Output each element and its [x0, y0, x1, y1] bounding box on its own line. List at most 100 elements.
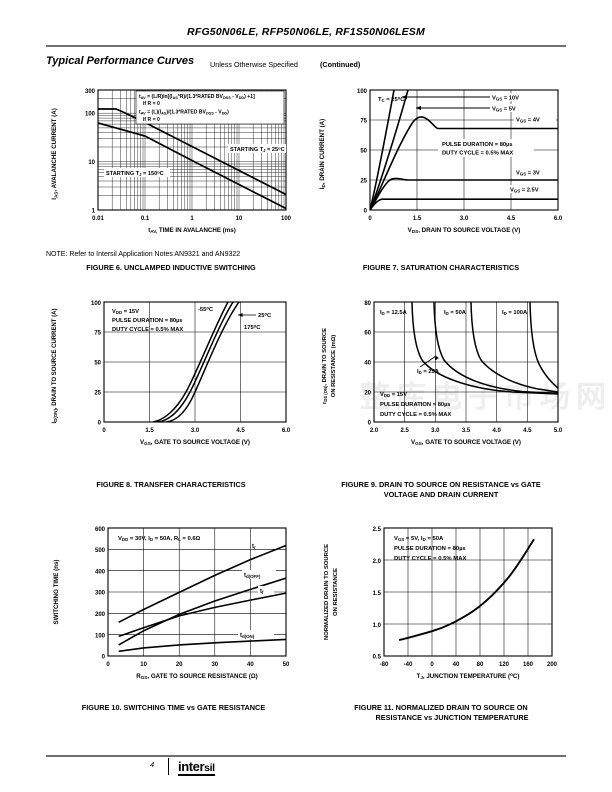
svg-text:4.5: 4.5 [523, 428, 532, 434]
svg-text:2.0: 2.0 [373, 559, 382, 565]
fig8-x-axis-label: VGS, GATE TO SOURCE VOLTAGE (V) [140, 439, 250, 446]
fig8-label-175c: 175oC [244, 323, 261, 331]
fig6-x-axis-label: tAV, TIME IN AVALANCHE (ms) [148, 227, 236, 234]
svg-text:400: 400 [95, 569, 106, 575]
fig8-annotation-vdd: VDD = 15V [112, 309, 139, 315]
figure-10-chart: SWITCHING TIME (ns) VDD = 30V, ID = 50A,… [46, 520, 301, 685]
fig9-curves [411, 302, 558, 395]
fig7-y-axis-label: ID, DRAIN CURRENT (A) [319, 119, 326, 189]
fig10-y-axis-label: SWITCHING TIME (ns) [53, 560, 60, 625]
svg-text:75: 75 [360, 119, 367, 125]
fig6-y-ticks: 300 100 10 1 [85, 89, 96, 215]
svg-text:100: 100 [95, 633, 106, 639]
svg-text:300: 300 [85, 89, 96, 95]
svg-text:40: 40 [453, 662, 460, 668]
section-title: Typical Performance Curves [46, 55, 195, 67]
fig7-label-vgs-4v: VGS = 4V [516, 118, 540, 124]
fig8-annotation-duty: DUTY CYCLE = 0.5% MAX [112, 327, 183, 333]
svg-text:50: 50 [283, 662, 290, 668]
svg-text:50: 50 [94, 361, 101, 367]
page-header-title: RFG50N06LE, RFP50N06LE, RF1S50N06LESM [187, 26, 425, 38]
figure-6-note: NOTE: Refer to Intersil Application Note… [46, 251, 241, 258]
fig9-y-axis-label-line1: rDS (ON), DRAIN TO SOURCE [322, 328, 328, 404]
figure-11-caption-line2: RESISTANCE vs JUNCTION TEMPERATURE [375, 713, 529, 722]
fig9-label-id-100a: ID = 100A [502, 310, 528, 316]
fig8-label-25c: 25oC [258, 311, 272, 319]
fig8-callout-arrow [238, 313, 256, 317]
svg-text:0: 0 [368, 421, 372, 427]
fig6-equation-box: tAV = (L/R)ln[(IAS*R)/(1.3*RATED BVDSS -… [135, 90, 285, 125]
figure-8-caption: FIGURE 8. TRANSFER CHARACTERISTICS [96, 480, 246, 489]
svg-text:6.0: 6.0 [554, 216, 563, 222]
figure-8-chart: ID(ON), DRAIN TO SOURCE CURRENT (A) VDD … [46, 296, 296, 451]
fig6-x-ticks: 0.01 0.1 1 10 100 [92, 216, 292, 222]
svg-text:4.5: 4.5 [507, 216, 516, 222]
fig7-annotation-tc: TC = 25oC [378, 95, 405, 103]
svg-text:0.01: 0.01 [92, 216, 104, 222]
fig9-y-axis-label-line2: ON RESISTANCE (mΩ) [331, 335, 337, 397]
page-number: 4 [150, 760, 155, 769]
svg-text:6.0: 6.0 [282, 428, 291, 434]
fig11-y-ticks: 2.5 2.0 1.5 1.0 0.5 [373, 527, 382, 661]
svg-text:100: 100 [357, 89, 368, 95]
svg-text:If R = 0: If R = 0 [143, 117, 160, 123]
svg-text:3.5: 3.5 [462, 428, 471, 434]
fig7-annotation-duty: DUTY CYCLE = 0.5% MAX [442, 151, 513, 157]
fig7-curves [370, 90, 558, 210]
svg-text:100: 100 [281, 216, 292, 222]
svg-text:25: 25 [94, 391, 101, 397]
svg-text:1.5: 1.5 [413, 216, 422, 222]
svg-text:0.5: 0.5 [373, 655, 382, 661]
svg-text:20: 20 [176, 662, 183, 668]
section-subtitle: Unless Otherwise Specified [210, 60, 298, 69]
svg-text:1.0: 1.0 [373, 623, 382, 629]
fig11-curve [398, 538, 535, 641]
svg-text:500: 500 [95, 548, 106, 554]
svg-text:600: 600 [95, 527, 106, 533]
fig8-annotation-pulse: PULSE DURATION = 80µs [112, 318, 183, 324]
fig7-y-ticks: 100 75 50 25 0 [357, 89, 368, 215]
svg-text:20: 20 [364, 391, 371, 397]
figure-6-caption: FIGURE 6. UNCLAMPED INDUCTIVE SWITCHING [86, 263, 256, 272]
figure-9-caption-line1: FIGURE 9. DRAIN TO SOURCE ON RESISTANCE … [341, 480, 541, 489]
fig9-label-id-50a: ID = 50A [444, 310, 467, 316]
figure-11-caption-line1: FIGURE 11. NORMALIZED DRAIN TO SOURCE ON [354, 703, 528, 712]
fig7-x-axis-label: VDS, DRAIN TO SOURCE VOLTAGE (V) [408, 227, 521, 234]
header-divider [46, 45, 566, 47]
fig11-annotation-duty: DUTY CYCLE = 0.5% MAX [394, 556, 466, 562]
svg-text:120: 120 [499, 662, 510, 668]
fig9-annotation-vdd: VDD = 15V [380, 392, 407, 398]
fig7-label-vgs-2p5v: VGS = 2.5V [510, 188, 539, 194]
fig6-series-label-150c: STARTING TJ = 150oC [106, 169, 164, 177]
svg-text:60: 60 [364, 331, 371, 337]
svg-text:3.0: 3.0 [191, 428, 200, 434]
svg-text:1: 1 [190, 216, 194, 222]
svg-text:0: 0 [430, 662, 434, 668]
figure-11-caption: FIGURE 11. NORMALIZED DRAIN TO SOURCE ON… [312, 703, 570, 723]
fig9-annotation-pulse: PULSE DURATION = 80µs [380, 402, 451, 408]
fig11-annotation-pulse: PULSE DURATION = 80µs [394, 546, 466, 552]
svg-text:-40: -40 [404, 662, 413, 668]
intersil-logo: intersil [178, 759, 215, 776]
fig11-x-axis-label: TJ, JUNCTION TEMPERATURE (oC) [417, 672, 520, 680]
svg-text:0.1: 0.1 [141, 216, 150, 222]
svg-text:4.5: 4.5 [236, 428, 245, 434]
svg-text:tAV = (L/R)ln[(IAS*R)/(1.3*RAT: tAV = (L/R)ln[(IAS*R)/(1.3*RATED BVDSS -… [139, 94, 255, 100]
fig10-annotation-conditions: VDD = 30V, ID = 50A, RL = 0.6Ω [118, 536, 201, 542]
fig8-y-axis-label: ID(ON), DRAIN TO SOURCE CURRENT (A) [52, 309, 58, 424]
fig8-curves [152, 302, 240, 422]
svg-text:2.5: 2.5 [373, 527, 382, 533]
svg-text:0: 0 [368, 216, 372, 222]
fig10-x-axis-label: RGS, GATE TO SOURCE RESISTANCE (Ω) [136, 673, 257, 680]
fig7-label-vgs-10v: VGS = 10V [492, 96, 519, 102]
fig8-grid [104, 302, 286, 422]
svg-text:4.0: 4.0 [493, 428, 502, 434]
fig6-y-axis-label: IAS, AVALANCHE CURRENT (A) [51, 108, 58, 200]
svg-text:40: 40 [364, 361, 371, 367]
fig11-grid [384, 528, 552, 656]
fig9-annotation-duty: DUTY CYCLE = 0.5% MAX [380, 412, 451, 418]
fig7-x-ticks: 0 1.5 3.0 4.5 6.0 [368, 216, 563, 222]
svg-text:200: 200 [95, 612, 106, 618]
svg-text:0: 0 [102, 655, 106, 661]
fig10-curves [118, 544, 286, 653]
